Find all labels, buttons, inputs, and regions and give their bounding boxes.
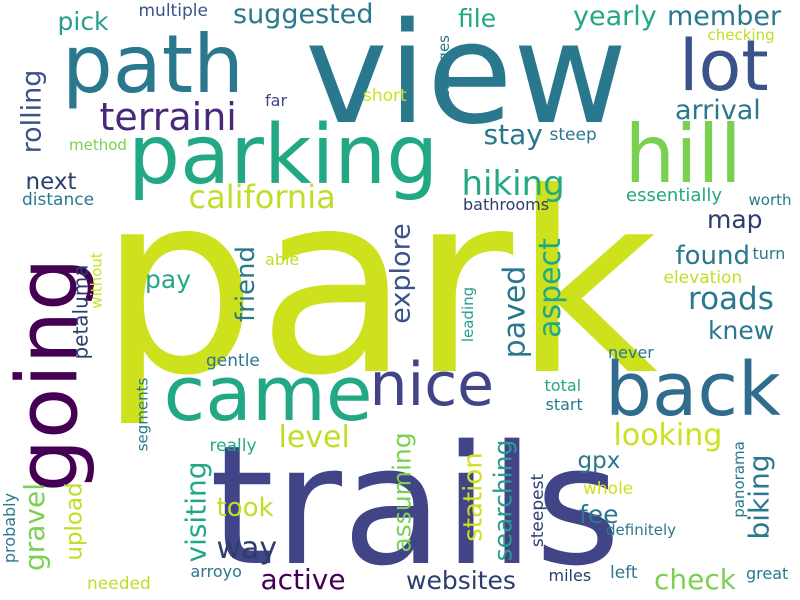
word-checking: checking [707, 25, 775, 44]
word-fee: fee [579, 499, 619, 529]
word-gentle: gentle [206, 350, 260, 371]
word-short: short [363, 85, 407, 106]
word-next: next [25, 168, 77, 195]
word-path: path [62, 18, 244, 111]
word-panorama: panorama [729, 440, 748, 518]
word-left: left [610, 562, 638, 583]
word-aspect: aspect [532, 238, 568, 338]
word-way: way [216, 531, 278, 566]
word-arroyo: arroyo [190, 562, 242, 581]
word-websites: websites [406, 565, 516, 595]
word-level: level [278, 420, 350, 455]
word-never: never [608, 343, 654, 362]
word-great: great [746, 564, 789, 583]
word-distance: distance [22, 189, 95, 210]
word-worth: worth [748, 190, 792, 209]
word-able: able [265, 250, 300, 269]
word-check: check [654, 563, 736, 596]
word-far: far [265, 91, 288, 110]
word-gpx: gpx [577, 447, 621, 474]
word-segments: segments [133, 377, 152, 451]
word-took: took [216, 493, 274, 523]
word-hiking: hiking [461, 164, 565, 204]
word-really: really [209, 435, 257, 456]
word-yearly: yearly [573, 0, 657, 32]
word-assuming: assuming [387, 431, 417, 553]
word-lot: lot [679, 25, 769, 107]
word-biking: biking [742, 454, 776, 540]
word-elevation: elevation [663, 267, 743, 288]
word-method: method [69, 135, 127, 154]
word-total: total [544, 376, 582, 395]
word-probably: probably [0, 492, 20, 564]
word-nice: nice [369, 350, 495, 420]
word-paved: paved [496, 265, 532, 359]
word-member: member [667, 0, 782, 32]
word-multiple: multiple [138, 0, 208, 21]
word-essentially: essentially [626, 185, 723, 206]
word-needed: needed [87, 573, 151, 594]
word-arrival: arrival [675, 94, 761, 126]
word-terraini: terraini [99, 95, 237, 139]
word-steep: steep [549, 124, 597, 145]
word-bathrooms: bathrooms [463, 195, 550, 214]
word-station: station [458, 452, 489, 542]
word-searching: searching [488, 439, 518, 561]
word-map: map [707, 204, 763, 234]
word-steepest: steepest [527, 473, 548, 547]
word-whole: whole [583, 478, 634, 499]
word-view: view [305, 0, 628, 156]
word-stay: stay [483, 118, 543, 151]
word-parking: parking [128, 108, 439, 203]
word-pick: pick [57, 6, 109, 36]
word-came: came [163, 349, 373, 438]
word-changes: changes [434, 34, 453, 98]
word-miles: miles [548, 566, 592, 585]
word-roads: roads [688, 280, 774, 317]
word-hill: hill [624, 108, 742, 201]
word-rolling: rolling [16, 69, 48, 153]
word-start: start [545, 395, 583, 414]
word-file: file [458, 3, 497, 33]
word-trails: trails [209, 409, 621, 600]
word-park: park [98, 139, 658, 430]
word-found: found [675, 241, 751, 271]
word-without: without [87, 251, 106, 309]
word-turn: turn [752, 244, 786, 263]
word-knew: knew [708, 315, 775, 345]
word-active: active [260, 563, 346, 596]
word-gravel: gravel [18, 482, 52, 572]
word-california: california [188, 178, 336, 216]
word-leading: leading [458, 286, 477, 342]
word-upload: upload [61, 481, 88, 561]
word-suggested: suggested [233, 0, 374, 30]
word-visiting: visiting [179, 461, 212, 563]
word-back: back [605, 347, 781, 433]
word-friend: friend [231, 245, 262, 323]
word-explore: explore [385, 222, 417, 324]
word-looking: looking [613, 418, 723, 453]
word-pay: pay [145, 264, 191, 294]
word-definitely: definitely [606, 520, 677, 539]
